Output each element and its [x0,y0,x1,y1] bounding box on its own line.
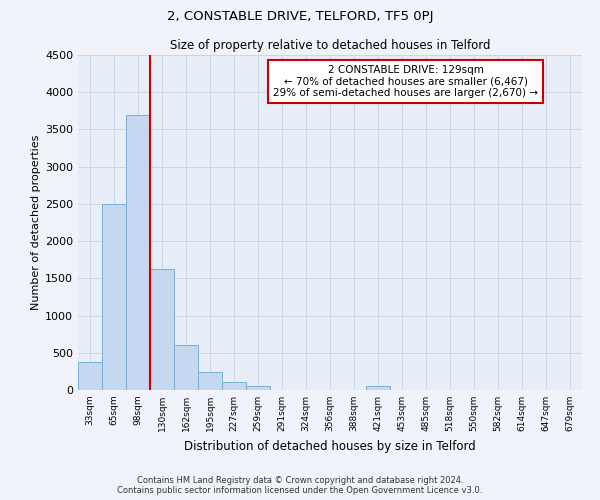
Text: 2 CONSTABLE DRIVE: 129sqm
← 70% of detached houses are smaller (6,467)
29% of se: 2 CONSTABLE DRIVE: 129sqm ← 70% of detac… [273,65,538,98]
Text: 2, CONSTABLE DRIVE, TELFORD, TF5 0PJ: 2, CONSTABLE DRIVE, TELFORD, TF5 0PJ [167,10,433,23]
X-axis label: Distribution of detached houses by size in Telford: Distribution of detached houses by size … [184,440,476,452]
Bar [78,362,102,390]
Bar [222,382,246,390]
Y-axis label: Number of detached properties: Number of detached properties [31,135,41,310]
Bar [150,269,174,390]
Text: Contains HM Land Registry data © Crown copyright and database right 2024.
Contai: Contains HM Land Registry data © Crown c… [118,476,482,495]
Bar [174,346,198,390]
Bar [366,386,390,390]
Title: Size of property relative to detached houses in Telford: Size of property relative to detached ho… [170,40,490,52]
Bar [126,114,150,390]
Bar [102,204,126,390]
Bar [246,386,270,390]
Bar [198,372,222,390]
